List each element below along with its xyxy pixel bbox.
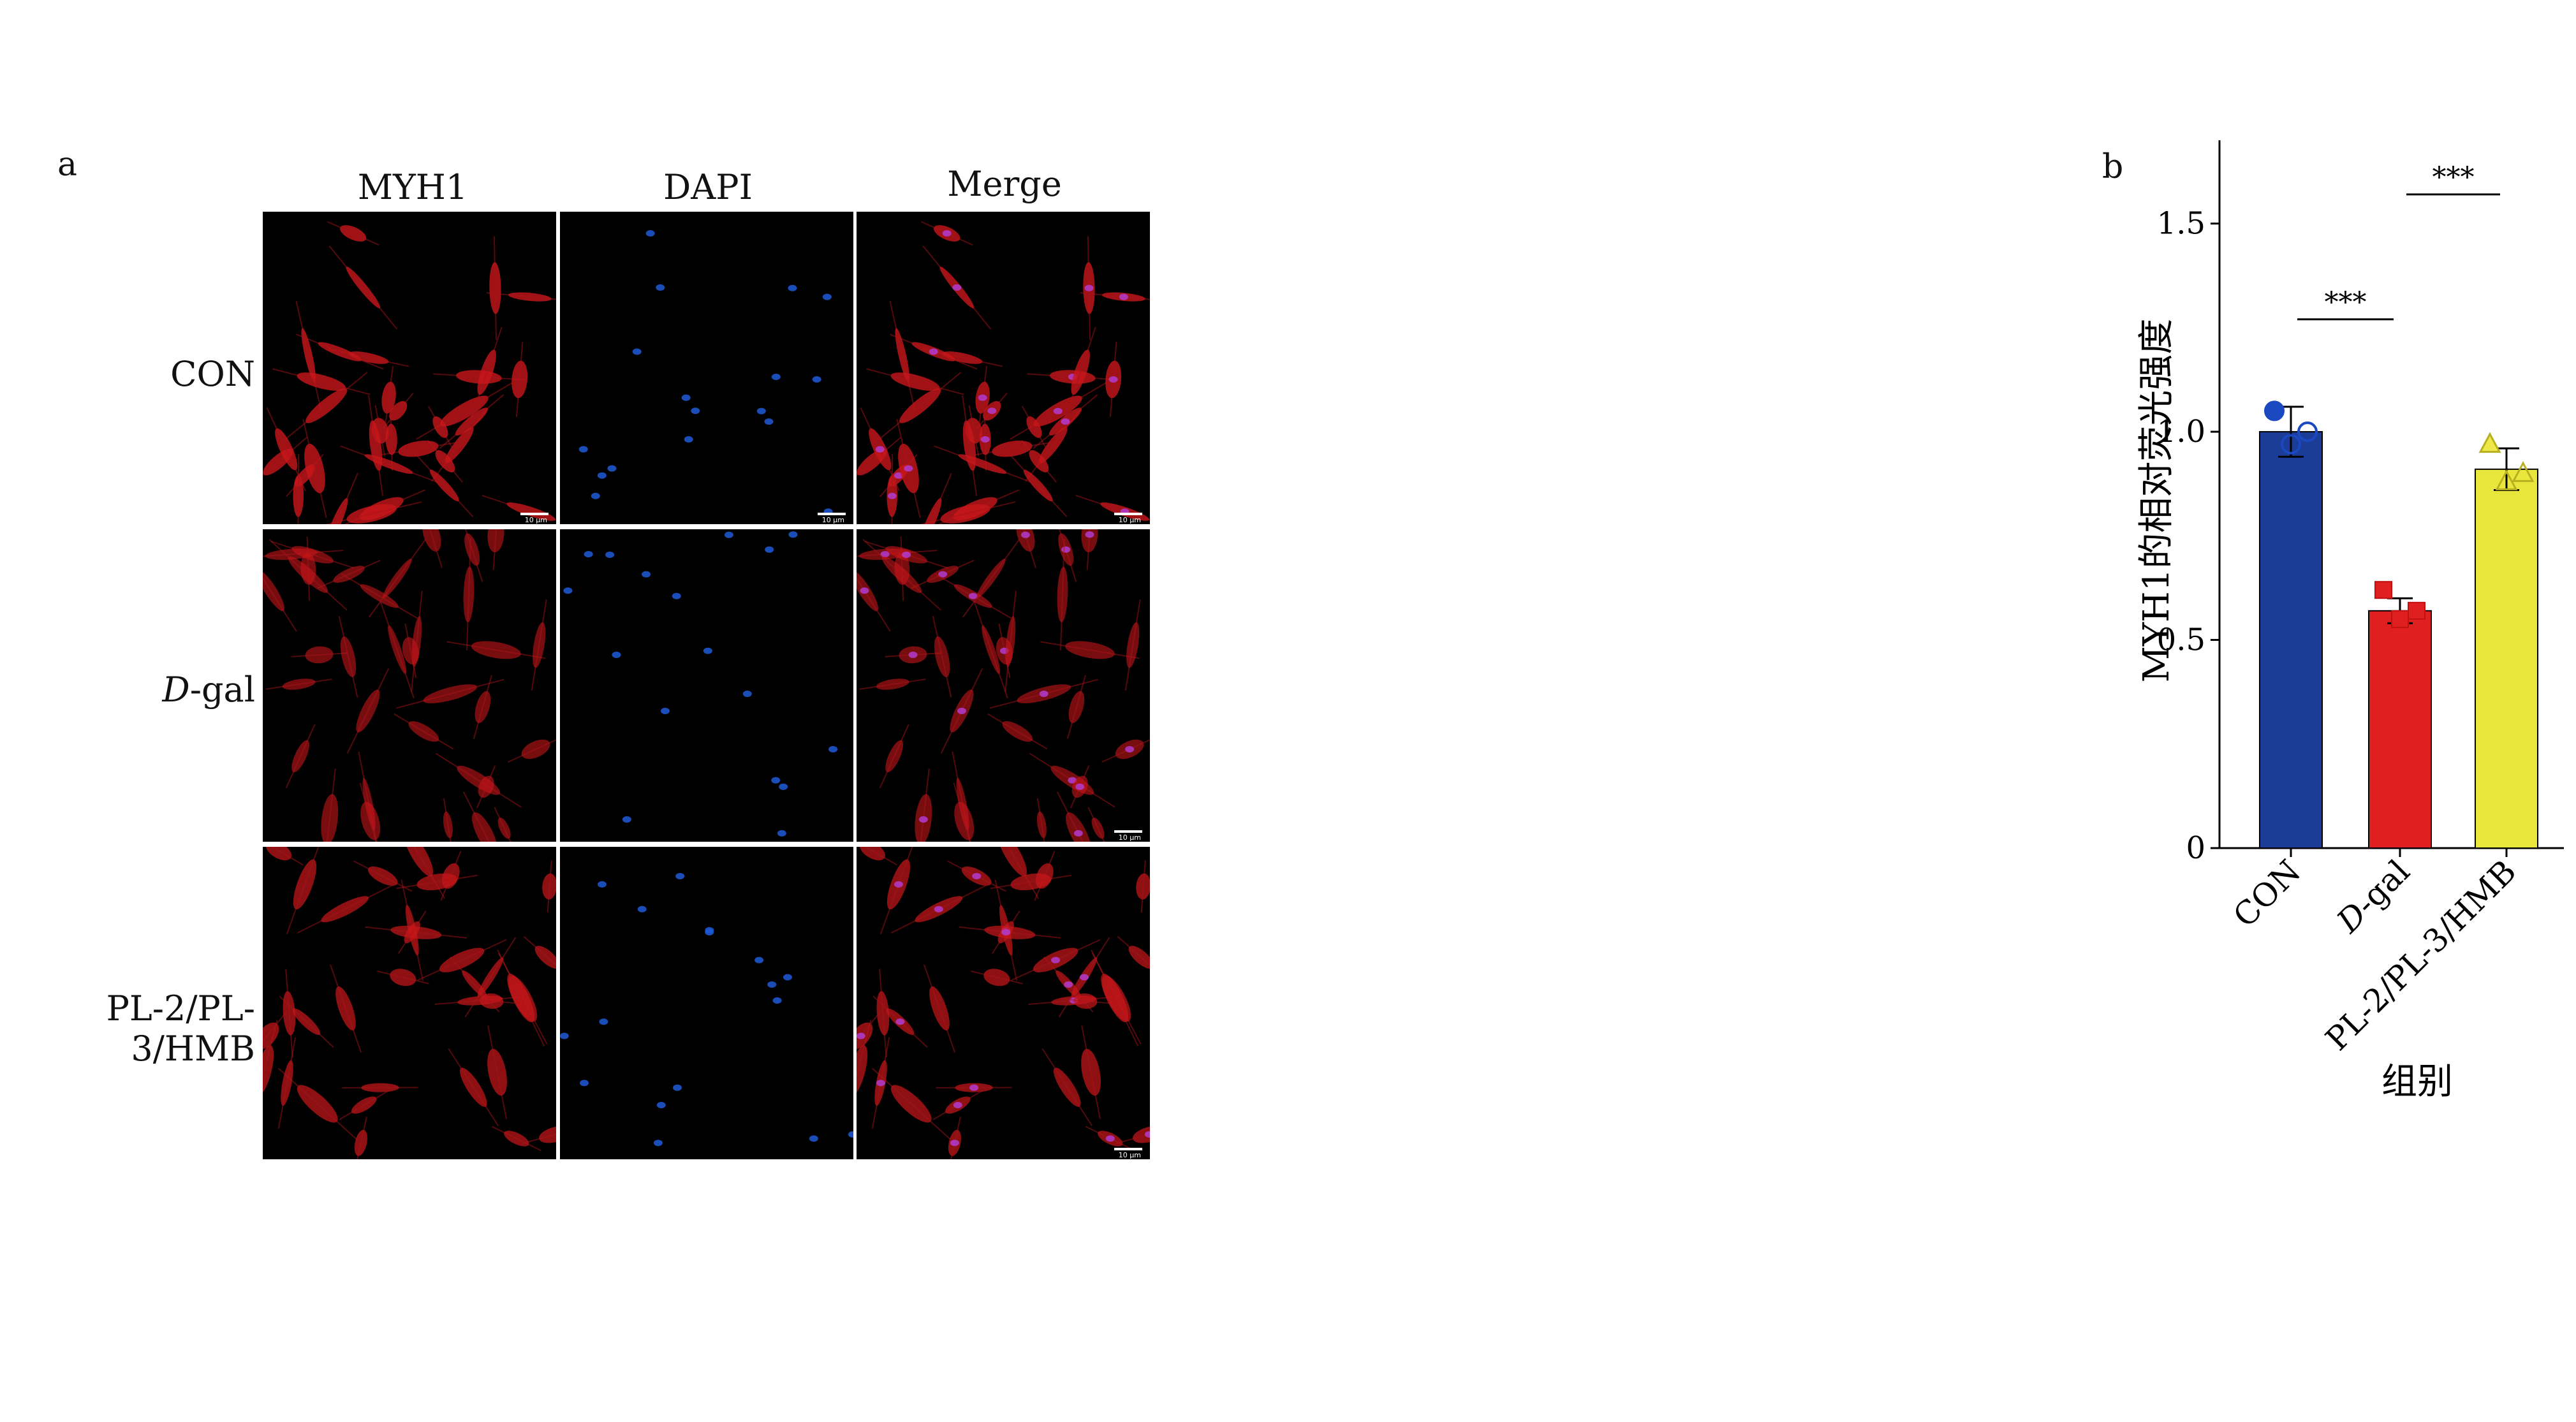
bar-2 [2475, 468, 2538, 849]
data-point [2374, 581, 2392, 599]
panel-a-label: a [57, 145, 78, 184]
micrograph-dgal-myh1 [263, 529, 556, 842]
micrograph-pl-hmb-dapi [560, 847, 853, 1159]
data-point [2264, 400, 2285, 421]
micrograph-pl-hmb-myh1 [263, 847, 556, 1159]
panel-b-label: b [2102, 148, 2124, 186]
y-tick-label: 1.0 [2157, 414, 2205, 450]
significance-label-0: *** [2325, 286, 2367, 319]
category-label-2: PL-2/PL-3/HMB [2318, 853, 2523, 1057]
category-label-0: CON [2226, 853, 2307, 934]
data-point [2297, 421, 2318, 443]
column-header-merge: Merge [947, 164, 1062, 204]
micrograph-dgal-merge: 10 μm [857, 529, 1150, 842]
significance-label-1: *** [2432, 161, 2475, 194]
micrograph-con-myh1: 10 μm [263, 212, 556, 524]
category-label-1: D-gal [2329, 853, 2417, 940]
micrograph-con-merge: 10 μm [857, 212, 1150, 524]
y-tick-label: 1.5 [2157, 206, 2205, 242]
data-point [2495, 469, 2518, 490]
data-point [2281, 434, 2301, 455]
column-header-myh1: MYH1 [357, 167, 468, 207]
row-label-dgal: D-gal [162, 670, 255, 710]
row-label-pl-hmb: PL-2/PL-3/HMB [106, 988, 255, 1069]
data-point [2408, 601, 2425, 620]
data-point [2478, 432, 2501, 453]
bar-0 [2259, 431, 2323, 849]
micrograph-pl-hmb-merge: 10 μm [857, 847, 1150, 1159]
row-label-con: CON [170, 354, 255, 394]
bar-1 [2368, 610, 2432, 849]
micrograph-con-dapi: 10 μm [560, 212, 853, 524]
y-axis-title: MYH1的相对荧光强度 [2136, 319, 2177, 683]
data-point [2512, 461, 2535, 482]
y-tick-label: 0.5 [2157, 622, 2205, 658]
data-point [2391, 610, 2409, 628]
micrograph-dgal-dapi [560, 529, 853, 842]
y-tick-label: 0 [2186, 830, 2205, 866]
column-header-dapi: DAPI [663, 167, 753, 207]
bar-chart: 0 0.5 1.0 1.5 MYH1的相对荧光强度 CON D-galPL-2/PL-3/H… [2136, 140, 2564, 1103]
x-axis-title: 组别 [2381, 1061, 2453, 1103]
